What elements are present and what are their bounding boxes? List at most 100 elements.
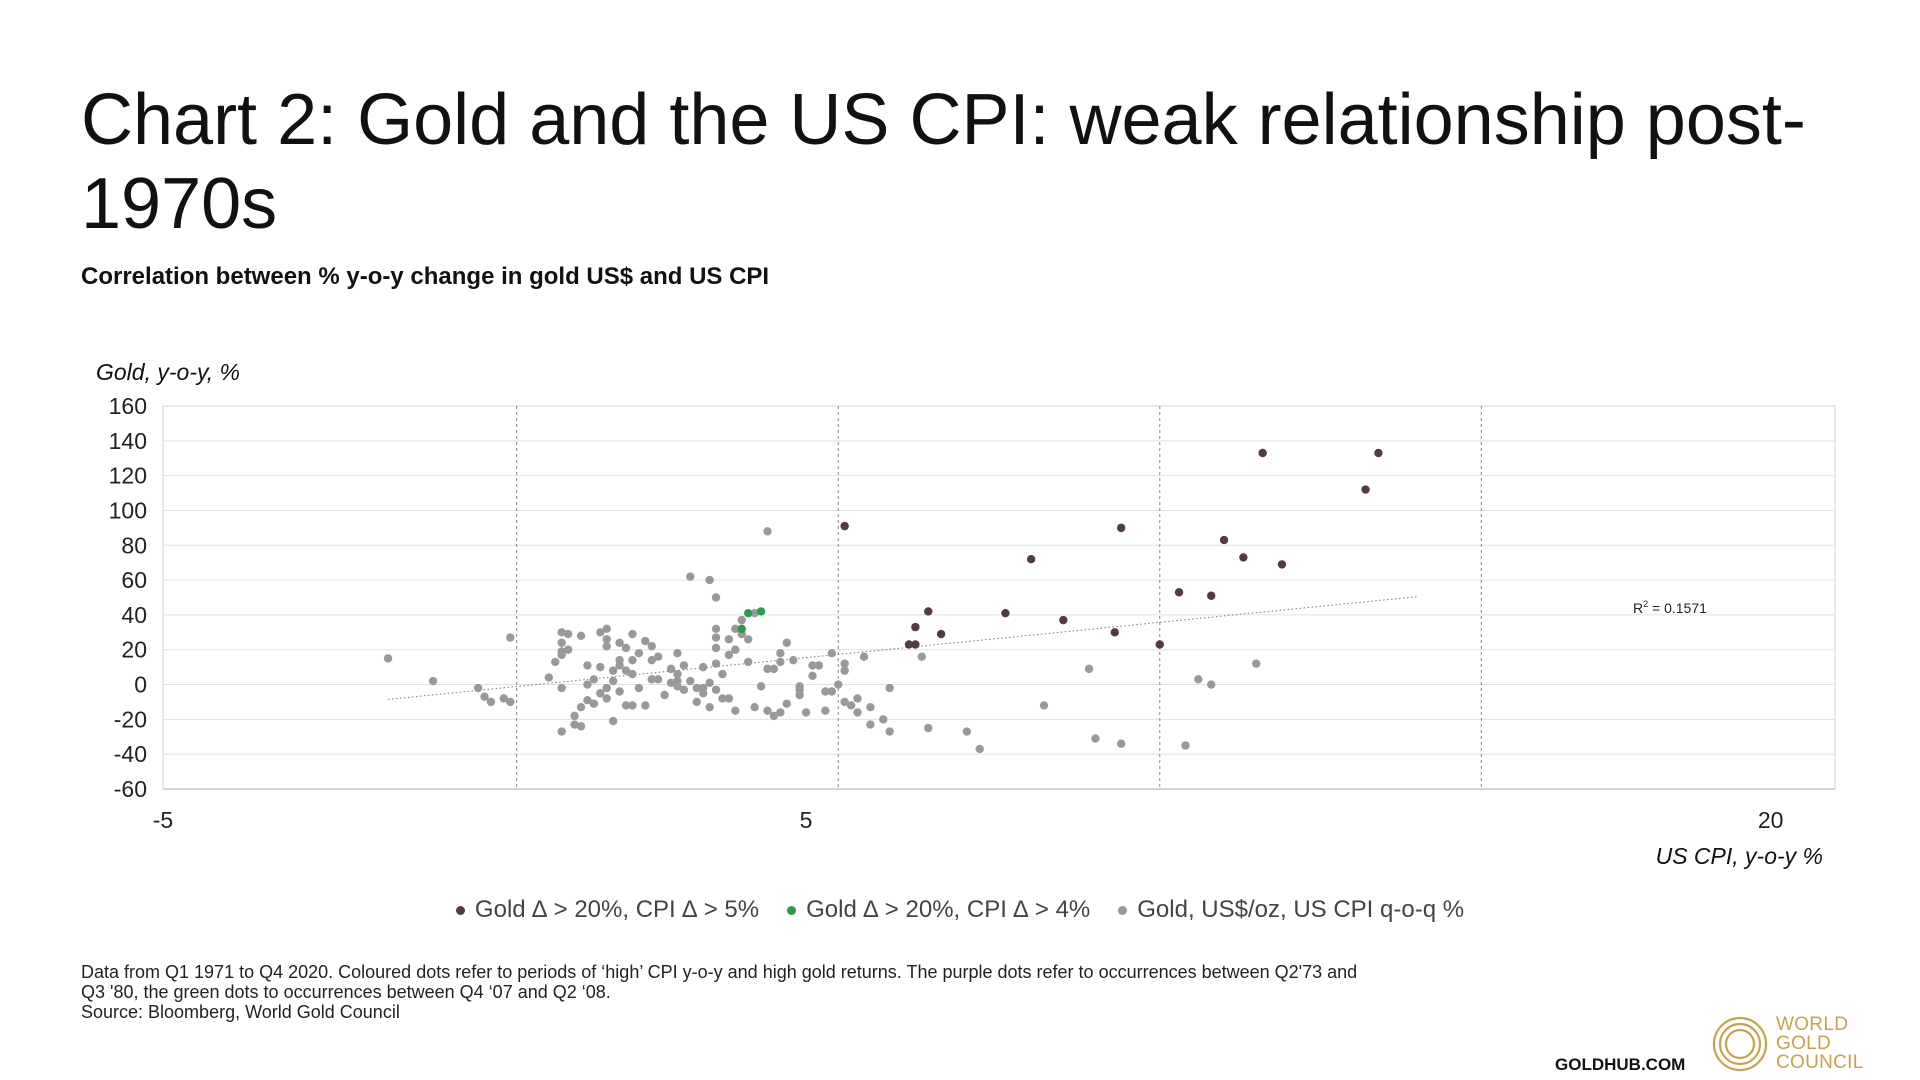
data-point bbox=[821, 687, 830, 696]
data-point bbox=[608, 676, 618, 686]
data-point bbox=[602, 635, 611, 644]
data-point bbox=[647, 655, 656, 665]
data-point bbox=[563, 645, 573, 654]
data-point bbox=[866, 702, 875, 712]
data-point bbox=[628, 669, 637, 679]
data-point bbox=[557, 727, 566, 736]
chart-title: Chart 2: Gold and the US CPI: weak relat… bbox=[81, 80, 1806, 244]
data-point bbox=[544, 673, 554, 682]
data-point bbox=[846, 701, 856, 710]
data-point bbox=[608, 716, 618, 726]
data-point bbox=[1116, 739, 1126, 748]
gold-rings-logo-icon bbox=[1712, 1016, 1768, 1071]
data-point bbox=[744, 657, 753, 667]
data-point bbox=[853, 708, 862, 717]
source-line: Source: Bloomberg, World Gold Council bbox=[81, 1002, 400, 1022]
data-point bbox=[673, 676, 682, 686]
data-point bbox=[776, 708, 785, 717]
data-point bbox=[602, 683, 611, 693]
data-point bbox=[1116, 523, 1126, 533]
data-point bbox=[1219, 535, 1229, 545]
data-point bbox=[1181, 741, 1190, 750]
data-point bbox=[827, 649, 836, 658]
data-point bbox=[821, 706, 830, 715]
data-point bbox=[885, 727, 894, 736]
data-point bbox=[769, 711, 779, 721]
data-point bbox=[628, 629, 637, 639]
data-point bbox=[718, 694, 727, 703]
x-tick-label: 5 bbox=[800, 807, 813, 833]
data-point bbox=[576, 702, 586, 712]
y-tick-label: 120 bbox=[109, 463, 147, 489]
data-point bbox=[885, 683, 894, 693]
data-point bbox=[711, 633, 721, 642]
data-point bbox=[782, 638, 791, 647]
data-point bbox=[1110, 628, 1119, 637]
goldhub-link[interactable]: GOLDHUB.COM bbox=[1555, 1055, 1686, 1074]
data-point bbox=[557, 650, 566, 660]
data-point bbox=[666, 664, 676, 674]
logo-text: WORLD GOLD COUNCIL bbox=[1776, 1015, 1864, 1072]
data-point bbox=[666, 678, 676, 688]
data-point bbox=[853, 694, 862, 703]
data-point bbox=[698, 662, 708, 672]
data-point bbox=[557, 683, 566, 693]
y-tick-label: 140 bbox=[109, 428, 147, 454]
notes-line-2: Q3 '80, the green dots to occurrences be… bbox=[81, 982, 611, 1002]
data-point bbox=[763, 706, 772, 715]
r-squared-main: R bbox=[1633, 600, 1643, 616]
data-point bbox=[763, 664, 772, 674]
legend-label-purple: Gold ∆ > 20%, CPI ∆ > 5% bbox=[474, 896, 760, 923]
data-point bbox=[1091, 734, 1100, 743]
data-point bbox=[589, 675, 599, 684]
data-point bbox=[634, 683, 644, 693]
notes-line-1: Data from Q1 1971 to Q4 2020. Coloured d… bbox=[81, 962, 1358, 982]
data-point bbox=[692, 697, 701, 707]
data-point bbox=[660, 690, 669, 700]
points-layer bbox=[383, 448, 1383, 754]
legend-dot-purple bbox=[455, 905, 465, 915]
trendline bbox=[388, 596, 1418, 700]
data-point bbox=[692, 683, 701, 693]
data-point bbox=[602, 624, 611, 634]
legend-item-green: Gold ∆ > 20%, CPI ∆ > 4% bbox=[787, 896, 1090, 924]
trendline-layer bbox=[388, 596, 1418, 700]
data-point bbox=[596, 662, 605, 672]
data-point bbox=[975, 744, 984, 754]
axis-layer: -60 -40 -20 0 20 40 60 80 100 120 140 160 -5 5 20 bbox=[109, 393, 1835, 833]
data-point bbox=[834, 680, 843, 689]
data-point bbox=[705, 678, 714, 688]
logo-line-world: WORLD bbox=[1776, 1014, 1849, 1035]
data-point bbox=[615, 638, 624, 647]
y-tick-label: 60 bbox=[121, 567, 147, 593]
legend-dot-grey bbox=[1118, 905, 1128, 915]
y-tick-label: -60 bbox=[114, 776, 147, 802]
y-tick-label: 20 bbox=[121, 637, 147, 663]
data-point bbox=[711, 685, 721, 694]
data-point bbox=[840, 666, 849, 675]
data-point bbox=[1059, 615, 1068, 625]
chart-notes: Data from Q1 1971 to Q4 2020. Coloured d… bbox=[81, 962, 1521, 1022]
data-point bbox=[808, 671, 817, 681]
chart-subtitle: Correlation between % y-o-y change in go… bbox=[81, 263, 770, 290]
data-point bbox=[924, 607, 933, 616]
data-point bbox=[750, 702, 759, 712]
data-point bbox=[776, 657, 785, 667]
data-point bbox=[917, 652, 927, 661]
data-point bbox=[583, 661, 592, 670]
y-tick-label: -40 bbox=[114, 741, 147, 767]
data-point bbox=[731, 645, 740, 654]
data-point bbox=[557, 638, 566, 647]
data-point bbox=[499, 694, 509, 703]
r-squared-annotation: R2 = 0.1571 bbox=[1633, 599, 1707, 616]
data-point bbox=[621, 701, 631, 710]
data-point bbox=[608, 666, 618, 675]
data-point bbox=[924, 723, 933, 733]
data-point bbox=[480, 692, 489, 701]
data-point bbox=[756, 607, 766, 616]
data-point bbox=[711, 624, 721, 634]
data-point bbox=[589, 699, 599, 708]
data-point bbox=[718, 669, 727, 679]
data-point bbox=[1277, 560, 1287, 569]
data-point bbox=[1026, 555, 1036, 564]
